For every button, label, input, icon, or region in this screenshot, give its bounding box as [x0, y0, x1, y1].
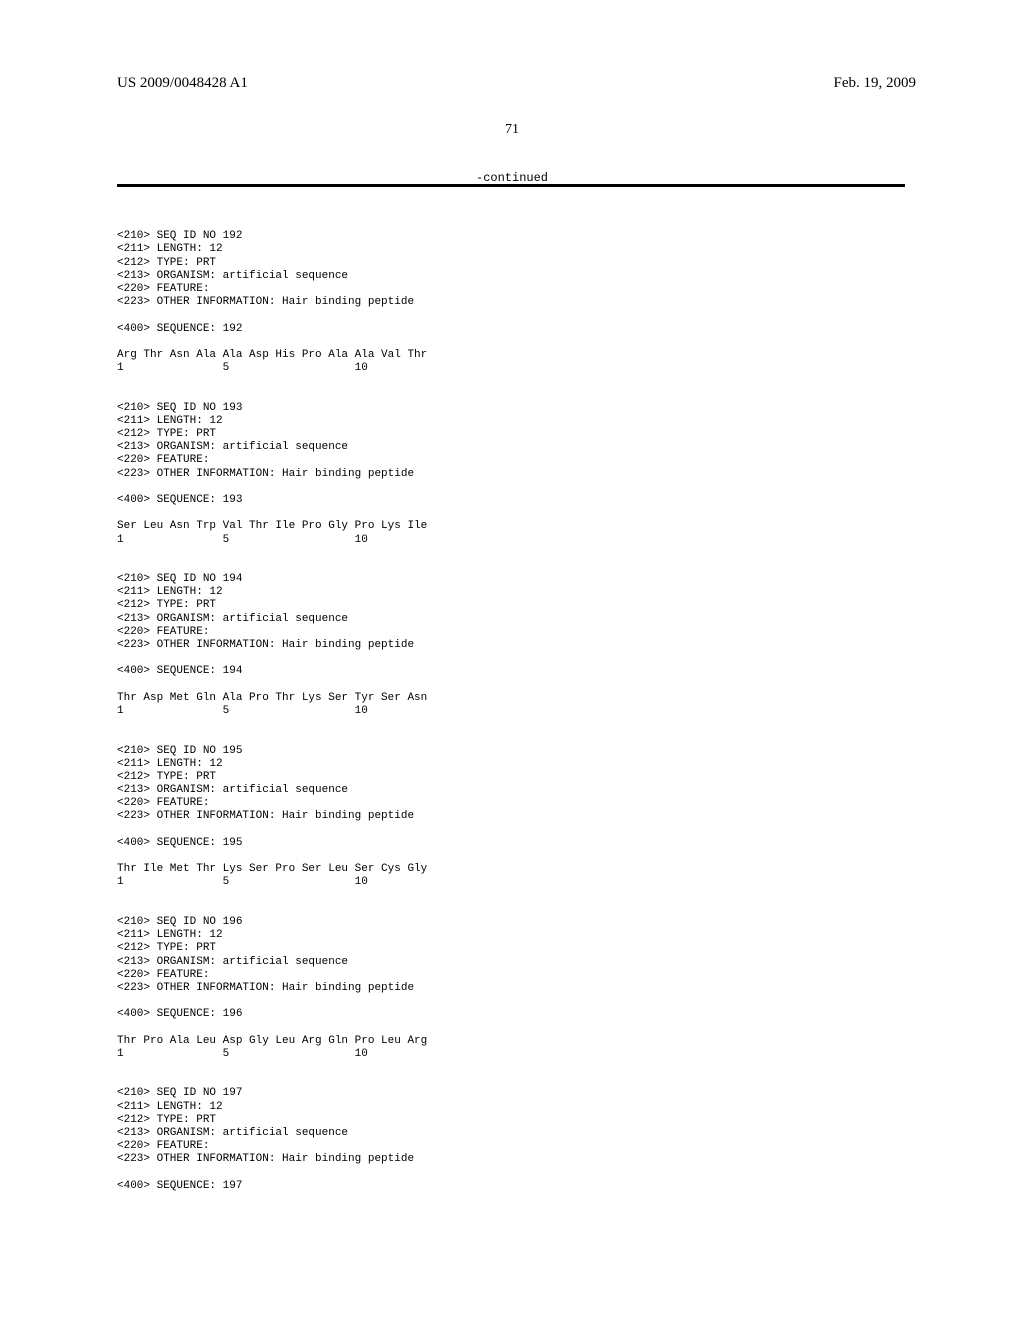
- publication-date: Feb. 19, 2009: [834, 75, 917, 92]
- publication-number: US 2009/0048428 A1: [117, 75, 248, 92]
- horizontal-rule-top: [117, 184, 905, 187]
- page-number: 71: [505, 122, 519, 138]
- sequence-listing: <210> SEQ ID NO 192 <211> LENGTH: 12 <21…: [117, 217, 427, 1206]
- continued-label: -continued: [476, 171, 548, 185]
